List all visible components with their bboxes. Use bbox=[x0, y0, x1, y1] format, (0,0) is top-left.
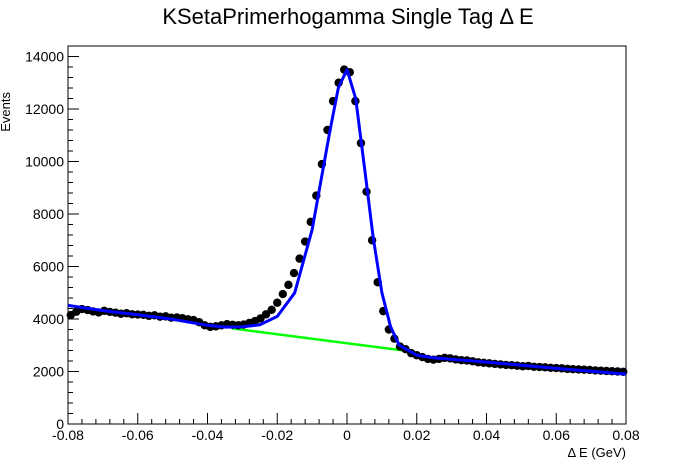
x-tick-label: -0.04 bbox=[192, 427, 224, 443]
data-point bbox=[267, 305, 276, 315]
y-tick-label: 10000 bbox=[25, 154, 64, 170]
x-tick-label: 0 bbox=[343, 427, 351, 443]
x-tick-label: 0.02 bbox=[403, 427, 430, 443]
data-point bbox=[295, 254, 304, 263]
x-tick-label: 0.06 bbox=[543, 427, 570, 443]
background-fit-line bbox=[231, 327, 410, 353]
x-tick-label: 0.08 bbox=[612, 427, 639, 443]
y-tick-label: 2000 bbox=[33, 364, 64, 380]
y-tick-label: 6000 bbox=[33, 259, 64, 275]
data-point bbox=[278, 289, 288, 299]
y-tick-label: 14000 bbox=[25, 49, 64, 65]
x-axis-label: Δ E (GeV) bbox=[567, 445, 626, 460]
y-axis-label: Events bbox=[0, 92, 13, 132]
x-tick-label: -0.06 bbox=[122, 427, 154, 443]
data-point bbox=[261, 310, 271, 319]
y-tick-label: 0 bbox=[56, 416, 64, 432]
chart-title: KSetaPrimerhogamma Single Tag Δ E bbox=[162, 4, 533, 29]
data-point bbox=[284, 280, 293, 290]
data-point bbox=[273, 298, 282, 307]
y-tick-label: 8000 bbox=[33, 206, 64, 222]
y-tick-label: 4000 bbox=[33, 311, 64, 327]
data-point bbox=[289, 268, 299, 278]
x-tick-label: -0.02 bbox=[261, 427, 293, 443]
total-fit-line bbox=[67, 68, 627, 376]
x-tick-label: -0.08 bbox=[52, 427, 84, 443]
y-tick-label: 12000 bbox=[25, 101, 64, 117]
x-tick-label: 0.04 bbox=[473, 427, 500, 443]
